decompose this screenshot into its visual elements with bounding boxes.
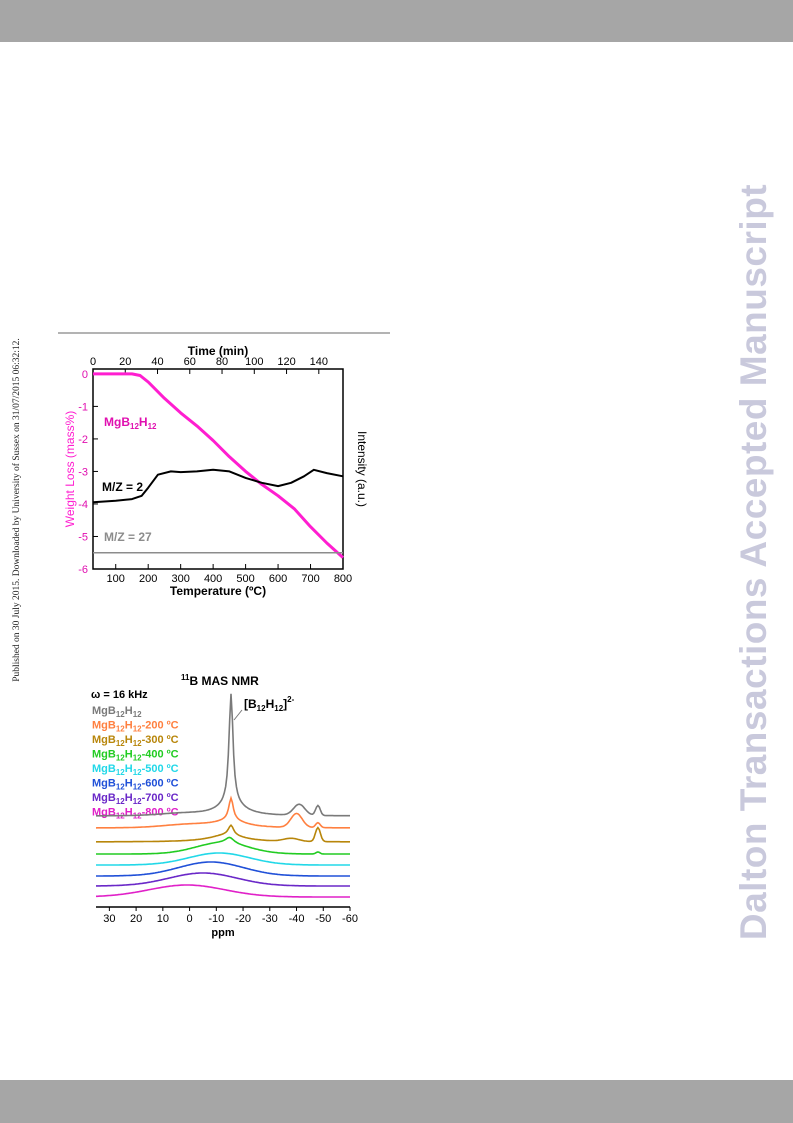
legend-item-1: MgB12H12-200 ºC xyxy=(92,720,179,734)
y-tick-label: -1 xyxy=(78,401,88,413)
plot-frame xyxy=(92,368,344,570)
figure-divider xyxy=(58,332,390,334)
x2-tick-label: 80 xyxy=(216,356,228,368)
spectrum-5 xyxy=(96,861,350,877)
legend-item-6: MgB12H12-700 ºC xyxy=(92,792,179,806)
legend-item-2: MgB12H12-300 ºC xyxy=(92,734,179,748)
x-tick-label: -20 xyxy=(235,913,251,925)
x-tick-label: -60 xyxy=(342,913,358,925)
y-tick-label: -3 xyxy=(78,466,88,478)
x-axis-label: Temperature (ºC) xyxy=(170,584,266,598)
spectrum-3 xyxy=(96,836,350,855)
x-tick-label: 500 xyxy=(236,573,254,585)
nmr-annotation: [B12H12]2- xyxy=(244,695,295,713)
x-tick-label: 30 xyxy=(103,913,115,925)
bottom-banner xyxy=(0,1080,793,1123)
y-axis-label: Weight Loss (mass%) xyxy=(63,411,77,527)
spectrum-0 xyxy=(96,693,350,817)
x-tick-label: 20 xyxy=(130,913,142,925)
nmr-title: 11B MAS NMR xyxy=(181,673,259,688)
spectrum-7 xyxy=(96,884,350,898)
x-tick-label: -40 xyxy=(289,913,305,925)
legend-item-4: MgB12H12-500 ºC xyxy=(92,763,179,777)
y-tick-label: -6 xyxy=(78,564,88,576)
x-axis-label: ppm xyxy=(211,927,234,939)
series-label-mz27: M/Z = 27 xyxy=(104,530,152,544)
x-tick-label: 600 xyxy=(269,573,287,585)
spectrum-4 xyxy=(96,852,350,866)
spin-rate-label: ω = 16 kHz xyxy=(91,689,148,701)
x2-tick-label: 60 xyxy=(184,356,196,368)
x-tick-label: -30 xyxy=(262,913,278,925)
spectrum-2 xyxy=(96,823,350,843)
legend-item-5: MgB12H12-600 ºC xyxy=(92,778,179,792)
x-tick-label: -10 xyxy=(208,913,224,925)
annotation-leader xyxy=(233,709,243,721)
tga-ms-chart: 100 200 300 400 500 600 700 800 0 20 40 60 80 100 120 1… xyxy=(63,344,369,598)
x-tick-label: 300 xyxy=(171,573,189,585)
y-tick-label: 0 xyxy=(82,369,88,381)
x-tick-label: 700 xyxy=(301,573,319,585)
x2-tick-label: 140 xyxy=(310,356,328,368)
series-label-mgb12h12: MgB12H12 xyxy=(104,415,157,431)
x-tick-label: -50 xyxy=(315,913,331,925)
top-banner xyxy=(0,0,793,42)
legend-item-0: MgB12H12 xyxy=(92,705,142,719)
nmr-chart: 11B MAS NMR [B12H12]2- ω = 16 kHz MgB12H… xyxy=(91,673,358,939)
x2-tick-label: 20 xyxy=(119,356,131,368)
spectrum-6 xyxy=(96,872,350,887)
x-tick-label: 10 xyxy=(157,913,169,925)
x-tick-label: 100 xyxy=(107,573,125,585)
x2-tick-label: 0 xyxy=(90,356,96,368)
spectrum-1 xyxy=(95,795,350,829)
series-label-mz2: M/Z = 2 xyxy=(102,480,143,494)
y2-axis-label: Intensity (a.u.) xyxy=(355,431,369,507)
series-line-mgb12h12 xyxy=(93,372,345,559)
legend-item-3: MgB12H12-400 ºC xyxy=(92,749,179,763)
y-tick-label: -2 xyxy=(78,434,88,446)
x2-tick-label: 40 xyxy=(151,356,163,368)
x-tick-label: 400 xyxy=(204,573,222,585)
y-tick-label: -4 xyxy=(78,499,88,511)
x-tick-label: 800 xyxy=(334,573,352,585)
y-tick-label: -5 xyxy=(78,531,88,543)
x2-tick-label: 100 xyxy=(245,356,263,368)
x2-tick-label: 120 xyxy=(277,356,295,368)
series-line-m-z-2 xyxy=(92,468,344,504)
x-tick-label: 200 xyxy=(139,573,157,585)
x-tick-label: 0 xyxy=(187,913,193,925)
x2-axis-label: Time (min) xyxy=(188,344,248,358)
